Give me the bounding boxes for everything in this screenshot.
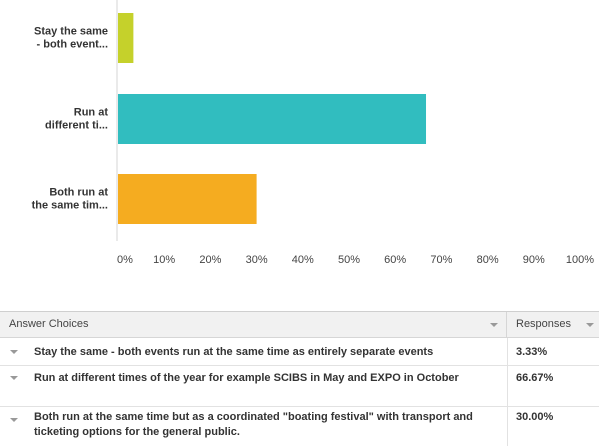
- response-percent: 3.33%: [516, 346, 548, 358]
- bar-3[interactable]: [118, 174, 257, 224]
- x-tick-label: 30%: [246, 254, 268, 266]
- response-percent: 66.67%: [516, 372, 554, 384]
- sort-down-icon[interactable]: [586, 323, 594, 327]
- category-label-line: Run at: [74, 107, 109, 119]
- x-tick-label: 70%: [430, 254, 452, 266]
- table-row: Stay the same - both events run at the s…: [0, 338, 599, 366]
- response-percent: 30.00%: [516, 411, 554, 423]
- sort-down-icon[interactable]: [490, 323, 498, 327]
- answer-choices-header-label: Answer Choices: [9, 318, 89, 330]
- x-tick-label: 60%: [384, 254, 406, 266]
- x-tick-label: 80%: [477, 254, 499, 266]
- category-label: Both run at the same tim...: [32, 187, 109, 212]
- category-label: Run at different ti...: [45, 107, 108, 132]
- responses-header-label: Responses: [516, 318, 572, 330]
- bar-chart: Stay the same - both event... Run at differ…: [32, 0, 594, 266]
- answer-choice-text: Stay the same - both events run at the s…: [34, 346, 434, 358]
- x-tick-label: 20%: [199, 254, 221, 266]
- column-divider: [507, 407, 508, 446]
- expand-triangle-icon[interactable]: [10, 376, 18, 380]
- bar-2[interactable]: [118, 94, 427, 144]
- expand-triangle-icon[interactable]: [10, 418, 18, 422]
- category-label-line: different ti...: [45, 120, 108, 132]
- category-label: Stay the same - both event...: [34, 26, 108, 51]
- x-tick-label: 100%: [566, 254, 594, 266]
- x-tick-label: 50%: [338, 254, 360, 266]
- column-divider: [507, 338, 508, 365]
- expand-triangle-icon[interactable]: [10, 350, 18, 354]
- table-header: Answer Choices Responses: [0, 312, 599, 338]
- bars-group: [118, 13, 427, 224]
- table-row: Both run at the same time but as a coord…: [0, 407, 599, 446]
- responses-header[interactable]: Responses: [507, 312, 599, 337]
- x-tick-label: 40%: [292, 254, 314, 266]
- category-label-line: - both event...: [37, 39, 109, 51]
- x-tick-label: 0%: [117, 254, 133, 266]
- category-label-line: Both run at: [49, 187, 108, 199]
- answer-choice-text: Run at different times of the year for e…: [34, 372, 459, 384]
- x-tick-label: 10%: [153, 254, 175, 266]
- table-row: Run at different times of the year for e…: [0, 366, 599, 407]
- bar-1[interactable]: [118, 13, 134, 63]
- results-table: Answer Choices Responses Stay the same -…: [0, 311, 599, 446]
- category-label-line: the same tim...: [32, 200, 108, 212]
- column-divider: [507, 366, 508, 406]
- x-axis-tick-labels: 0% 10% 20% 30% 40% 50% 60% 70% 80% 90% 100%: [117, 254, 594, 266]
- category-label-line: Stay the same: [34, 26, 108, 38]
- x-tick-label: 90%: [523, 254, 545, 266]
- category-labels: Stay the same - both event... Run at differ…: [32, 26, 109, 212]
- answer-choices-header[interactable]: Answer Choices: [0, 312, 507, 337]
- answer-choice-text: Both run at the same time but as a coord…: [34, 411, 473, 438]
